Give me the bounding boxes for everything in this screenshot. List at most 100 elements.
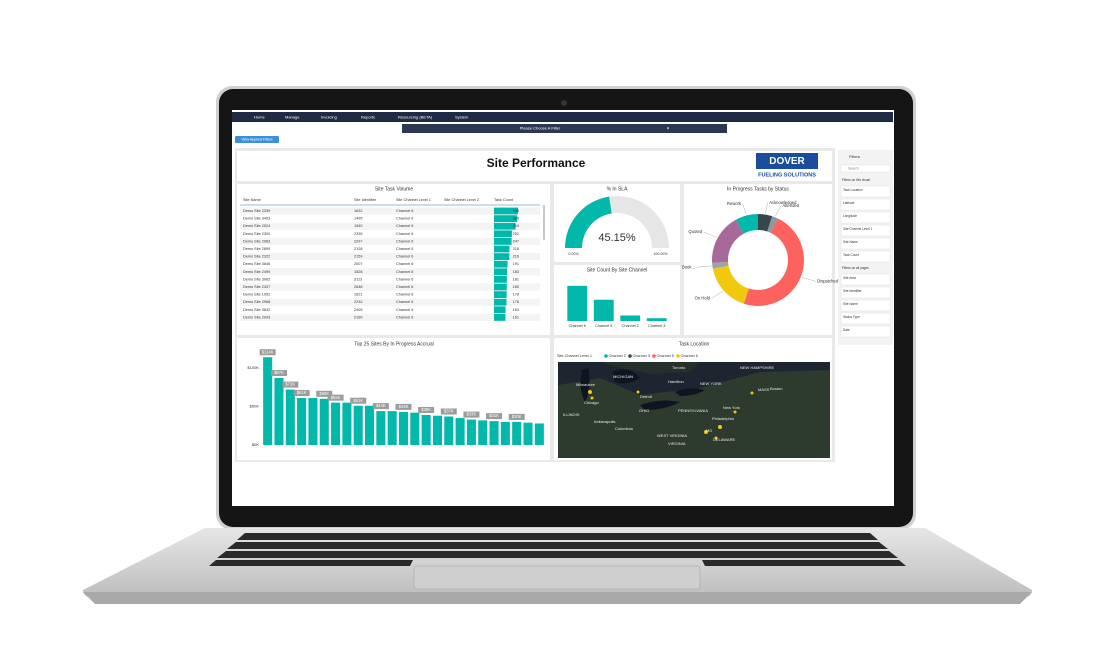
bar[interactable] xyxy=(376,411,386,445)
applied-filters-label[interactable]: View Applied Filters xyxy=(241,138,272,142)
map-label: PENNSYLVANIA xyxy=(678,408,708,413)
camera xyxy=(561,100,567,106)
map-label: Detroit xyxy=(640,394,653,399)
cell: Channel 6 xyxy=(396,277,413,281)
bar[interactable] xyxy=(387,411,397,445)
filter-card[interactable] xyxy=(840,325,891,338)
bar[interactable] xyxy=(534,423,544,445)
cell: Demo Site 2968 xyxy=(243,300,270,304)
bar[interactable] xyxy=(285,389,295,445)
row-band xyxy=(240,237,540,245)
dropdown-caret[interactable]: ▾ xyxy=(667,126,669,131)
applied-filters-button[interactable] xyxy=(235,136,279,143)
bar[interactable] xyxy=(263,357,273,445)
bar[interactable] xyxy=(319,398,329,445)
chart-title: In Progress Tasks by Status xyxy=(727,186,789,192)
bar[interactable] xyxy=(398,411,409,445)
bar[interactable] xyxy=(620,315,641,321)
donut-slice[interactable] xyxy=(758,214,773,232)
bar[interactable] xyxy=(274,378,284,445)
filter-card[interactable] xyxy=(840,237,891,250)
bar[interactable] xyxy=(455,418,465,445)
cell: Demo Site 2524 xyxy=(243,224,270,228)
filter-card[interactable] xyxy=(840,224,891,237)
filter-card[interactable] xyxy=(840,299,891,312)
task-count-bar xyxy=(494,306,506,314)
filter-card[interactable] xyxy=(840,273,891,286)
bar[interactable] xyxy=(297,398,307,445)
nav-item: Invoicing xyxy=(321,115,337,120)
bar[interactable] xyxy=(444,416,454,445)
nav-item: Manage xyxy=(285,115,300,120)
map-label: DELAWARE xyxy=(713,437,735,442)
donut-slice[interactable] xyxy=(712,265,749,304)
cell: 178 xyxy=(513,293,519,297)
filter-section-title: Filters on all pages xyxy=(842,266,869,270)
filter-card[interactable] xyxy=(840,250,891,263)
leader-line xyxy=(765,202,768,214)
donut-slice[interactable] xyxy=(743,218,805,307)
map-label: MASS xyxy=(758,387,770,392)
data-label-box xyxy=(350,397,367,404)
donut-slice[interactable] xyxy=(712,261,729,269)
column-header: Task Count xyxy=(494,198,514,202)
bar[interactable] xyxy=(489,421,499,445)
map-label: New York xyxy=(723,405,740,410)
bar[interactable] xyxy=(365,405,375,445)
x-tick-label: Channel 5 xyxy=(595,324,612,328)
bar[interactable] xyxy=(567,285,588,321)
bar[interactable] xyxy=(308,398,318,445)
data-label-box xyxy=(327,394,344,401)
cell: 183 xyxy=(513,270,519,274)
bar[interactable] xyxy=(466,419,476,445)
bar[interactable] xyxy=(410,412,420,445)
filter-card[interactable] xyxy=(840,211,891,224)
cell: 176 xyxy=(513,300,519,304)
filter-bar[interactable] xyxy=(402,124,727,133)
bar[interactable] xyxy=(512,421,522,445)
cell: Demo Site 2859 xyxy=(243,247,270,251)
map-label: Philadelphia xyxy=(712,416,735,421)
filter-card[interactable] xyxy=(840,312,891,325)
filter-placeholder[interactable]: Please Choose A Filter xyxy=(520,126,561,131)
nav-item: Home xyxy=(254,115,265,120)
cell: Channel 5 xyxy=(396,247,413,251)
data-label-box xyxy=(463,411,480,418)
task-count-bar xyxy=(494,268,507,276)
filter-card-label: Site Identifier xyxy=(843,289,863,293)
donut-slice[interactable] xyxy=(735,214,758,234)
bar[interactable] xyxy=(646,318,667,321)
data-label: $61K xyxy=(297,390,307,395)
bar[interactable] xyxy=(593,299,614,321)
bar[interactable] xyxy=(500,421,510,445)
bar[interactable] xyxy=(478,420,488,445)
scrollbar[interactable] xyxy=(543,205,545,240)
row-band xyxy=(240,283,540,291)
y-tick-label: $0K xyxy=(252,442,259,447)
task-count-bar xyxy=(494,230,512,238)
search-box[interactable] xyxy=(840,164,891,173)
map-label: MD xyxy=(706,428,712,433)
cell: Demo Site 3062 xyxy=(243,277,270,281)
data-label-box xyxy=(316,390,333,397)
bar[interactable] xyxy=(342,402,352,445)
trackpad xyxy=(413,565,701,590)
data-label-box xyxy=(270,370,287,377)
data-label: $87K xyxy=(274,370,284,375)
bar[interactable] xyxy=(353,405,363,445)
filter-card[interactable] xyxy=(840,286,891,299)
bar[interactable] xyxy=(421,414,431,445)
data-label: $43K xyxy=(399,404,409,409)
filter-card[interactable] xyxy=(840,198,891,211)
bar[interactable] xyxy=(523,422,533,445)
donut-slice[interactable] xyxy=(712,219,744,263)
filter-section-title: Filters on this visual xyxy=(842,178,870,182)
cell: Channel 6 xyxy=(396,239,413,243)
filter-card[interactable] xyxy=(840,185,891,198)
y-tick-label: $100K xyxy=(247,365,259,370)
cell: 1526 xyxy=(354,270,362,274)
donut-slice[interactable] xyxy=(767,216,778,233)
bar[interactable] xyxy=(331,402,341,445)
bar[interactable] xyxy=(432,415,442,445)
